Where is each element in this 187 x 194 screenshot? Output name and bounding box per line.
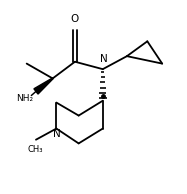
Text: NH₂: NH₂ <box>16 94 33 103</box>
Text: N: N <box>53 129 61 139</box>
Text: N: N <box>100 54 108 64</box>
Polygon shape <box>34 78 53 94</box>
Text: CH₃: CH₃ <box>27 145 43 154</box>
Text: O: O <box>71 14 79 24</box>
